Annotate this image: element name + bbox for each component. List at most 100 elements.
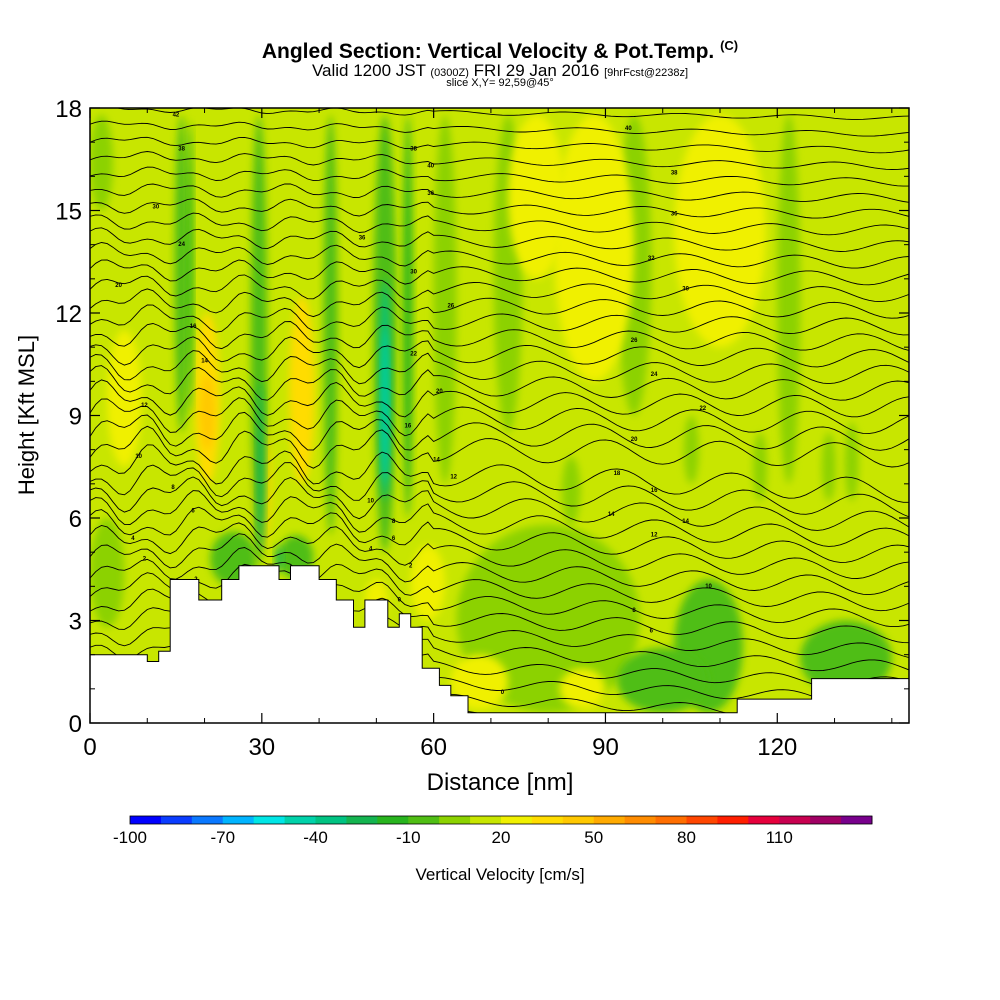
colorbar-swatch bbox=[130, 816, 162, 824]
isentrope-line bbox=[116, 108, 909, 120]
slice-info: slice X,Y= 92,59@45° bbox=[446, 77, 554, 89]
isentrope-label: 36 bbox=[427, 191, 434, 197]
isentrope-label: 42 bbox=[173, 112, 180, 118]
isentrope-line bbox=[90, 522, 909, 579]
colorbar-swatch bbox=[160, 816, 193, 824]
colorbar-swatch bbox=[315, 816, 347, 824]
y-tick-label: 12 bbox=[55, 301, 82, 328]
updraft-region bbox=[107, 330, 142, 467]
isentrope-label: 26 bbox=[631, 338, 638, 344]
colorbar-swatch bbox=[346, 816, 378, 824]
isentrope-label: 20 bbox=[631, 437, 638, 443]
isentrope-line bbox=[90, 304, 909, 336]
chart-title-units: (C) bbox=[720, 38, 739, 53]
isentrope-label: 0 bbox=[501, 690, 505, 696]
isentrope-label: 10 bbox=[705, 584, 712, 590]
isentrope-line bbox=[90, 336, 909, 369]
downdraft-region bbox=[257, 381, 265, 553]
isentrope-line bbox=[90, 183, 909, 203]
colorbar-swatch bbox=[222, 816, 255, 824]
x-tick-label: 120 bbox=[757, 734, 797, 761]
isentrope-line bbox=[90, 259, 909, 286]
colorbar-swatch bbox=[655, 816, 687, 824]
downdraft-region bbox=[174, 114, 189, 433]
colorbar-tick-label: 110 bbox=[766, 828, 793, 847]
colorbar-swatch bbox=[717, 816, 749, 824]
updraft-region bbox=[559, 668, 606, 710]
x-tick-label: 60 bbox=[420, 734, 447, 761]
plot-area: 4238302420161412108642236384036302622201… bbox=[90, 108, 909, 723]
colorbar-swatch bbox=[531, 816, 564, 824]
isentrope-label: 14 bbox=[433, 457, 440, 463]
colorbar-swatch bbox=[624, 816, 657, 824]
downdraft-region bbox=[187, 121, 194, 416]
y-tick-label: 3 bbox=[69, 609, 82, 636]
isentrope-line bbox=[90, 444, 909, 503]
isentrope-line bbox=[90, 533, 909, 596]
updraft-region bbox=[410, 545, 446, 621]
isentrope-line bbox=[90, 379, 909, 418]
x-tick-label: 90 bbox=[592, 734, 619, 761]
isentrope-label: 26 bbox=[447, 304, 454, 310]
x-tick-label: 0 bbox=[83, 734, 96, 761]
isentrope-label: 14 bbox=[201, 358, 208, 364]
isentrope-label: 20 bbox=[115, 283, 122, 289]
isentrope-line bbox=[90, 120, 909, 137]
isentrope-label: 16 bbox=[405, 423, 412, 429]
isentrope-line bbox=[90, 227, 909, 252]
isentrope-line bbox=[90, 425, 909, 469]
colorbar-tick-label: 20 bbox=[492, 828, 511, 847]
downdraft-region bbox=[800, 620, 892, 696]
colorbar: -100 -70 -40 -10 20 50 80 110 bbox=[113, 815, 873, 847]
isentrope-line bbox=[90, 288, 909, 319]
isentrope-label: 18 bbox=[614, 471, 621, 477]
isentrope-line bbox=[90, 350, 909, 385]
colorbar-tick-label: -40 bbox=[303, 828, 328, 847]
isentrope-label: 0 bbox=[398, 598, 402, 604]
colorbar-swatch bbox=[748, 816, 780, 824]
forecast-info: [9hrFcst@2238z] bbox=[604, 67, 689, 79]
isentrope-line bbox=[90, 490, 909, 547]
chart-subtitle: Valid 1200 JST (0300Z) FRI 29 Jan 2016 [… bbox=[0, 61, 1000, 81]
colorbar-tick-label: -70 bbox=[210, 828, 235, 847]
isentrope-label: 16 bbox=[651, 488, 658, 494]
isentrope-label: 22 bbox=[410, 352, 417, 358]
colorbar-swatch bbox=[841, 816, 873, 824]
colorbar-swatch bbox=[501, 816, 533, 824]
isentrope-label: 32 bbox=[648, 256, 655, 262]
colorbar-swatch bbox=[470, 816, 502, 824]
colorbar-swatch bbox=[686, 816, 718, 824]
isentrope-line bbox=[90, 151, 909, 170]
downdraft-region bbox=[323, 114, 338, 536]
isentrope-line bbox=[90, 476, 909, 531]
colorbar-swatch bbox=[191, 816, 224, 824]
isentrope-line bbox=[90, 198, 909, 219]
isentrope-label: 30 bbox=[410, 270, 417, 276]
isentrope-line bbox=[90, 547, 909, 612]
isentrope-line bbox=[90, 242, 909, 269]
isentrope-line bbox=[90, 321, 909, 351]
isentrope-line bbox=[90, 274, 909, 303]
updraft-region bbox=[674, 114, 766, 348]
x-axis-label: Distance [nm] bbox=[427, 769, 574, 796]
colorbar-swatch bbox=[810, 816, 842, 824]
isentrope-label: 8 bbox=[171, 485, 175, 491]
valid-date: FRI 29 Jan 2016 bbox=[473, 61, 600, 80]
neutral-region bbox=[777, 114, 801, 484]
updraft-region bbox=[553, 114, 635, 382]
neutral-region bbox=[90, 114, 113, 211]
isentrope-label: 16 bbox=[190, 324, 197, 330]
colorbar-tick-label: -100 bbox=[113, 828, 147, 847]
y-tick-label: 9 bbox=[69, 404, 82, 431]
isentrope-label: 36 bbox=[671, 211, 678, 217]
isentrope-line bbox=[90, 136, 909, 154]
colorbar-swatch bbox=[593, 816, 626, 824]
isentrope-label: 38 bbox=[671, 170, 678, 176]
isentrope-line bbox=[90, 365, 909, 401]
updraft-region bbox=[508, 114, 566, 279]
colorbar-tick-label: 50 bbox=[584, 828, 603, 847]
isentrope-label: 4 bbox=[369, 546, 373, 552]
isentrope-label: 24 bbox=[178, 242, 185, 248]
